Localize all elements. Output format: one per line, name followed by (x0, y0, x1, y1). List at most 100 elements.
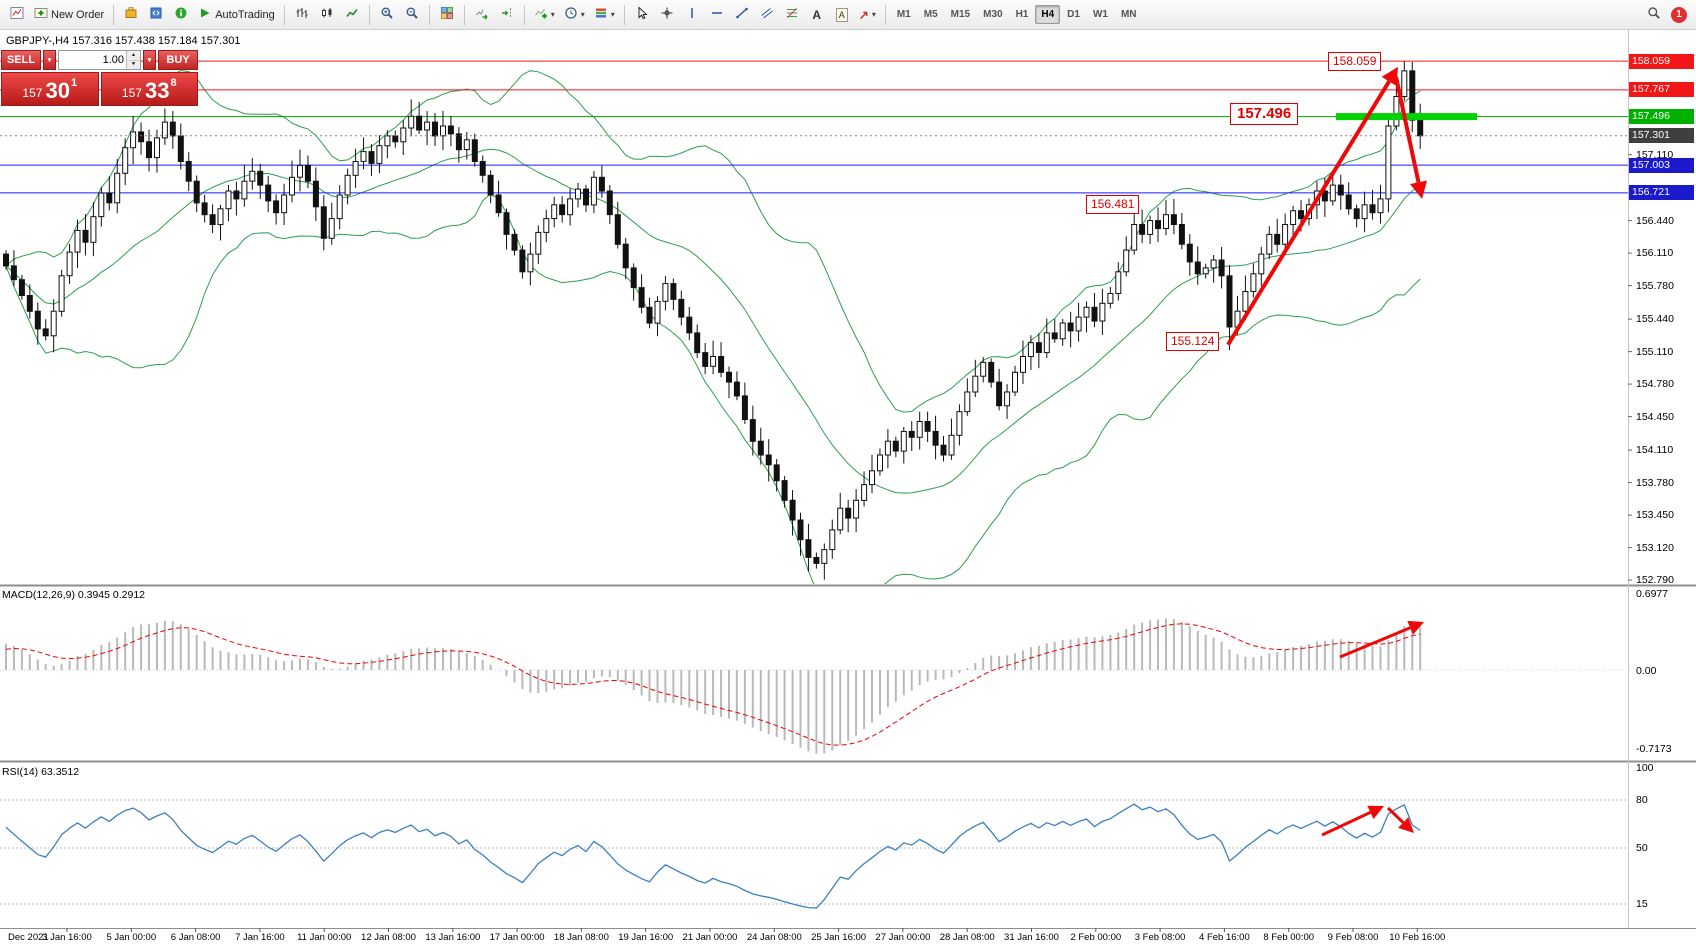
text-button[interactable]: A (805, 3, 829, 27)
bar-chart-icon (295, 6, 309, 23)
volume-input[interactable] (59, 51, 126, 69)
horizontal-line-icon (710, 6, 724, 23)
arrows-caret-icon: ▾ (871, 9, 876, 19)
vertical-line-icon (685, 6, 699, 23)
sell-options-caret[interactable]: ▾ (43, 50, 56, 70)
volume-decrease-button[interactable]: ▼ (127, 60, 140, 69)
time-axis-label: 11 Jan 00:00 (297, 932, 352, 943)
time-axis-label: 27 Jan 00:00 (875, 932, 931, 943)
timeframe-d1[interactable]: D1 (1061, 5, 1086, 24)
sell-button[interactable]: SELL (1, 50, 41, 70)
channel-button[interactable] (755, 3, 779, 27)
candles (3, 61, 1424, 580)
text-icon: A (812, 7, 822, 22)
timeframe-m30[interactable]: M30 (977, 5, 1008, 24)
macd-plot (0, 618, 1628, 754)
timeframe-mn[interactable]: MN (1115, 5, 1143, 24)
line-chart-icon (345, 6, 359, 23)
buy-button[interactable]: BUY (158, 50, 198, 70)
buy-price-sup: 8 (170, 77, 177, 89)
fibonacci-button[interactable] (780, 3, 804, 27)
time-axis-label: 18 Jan 08:00 (553, 932, 609, 943)
chart-shift-icon (500, 6, 514, 23)
cursor-button[interactable] (630, 3, 654, 27)
indicators-icon (534, 6, 548, 23)
price-scale-marker: 158.059 (1629, 53, 1694, 69)
timeframe-h1[interactable]: H1 (1010, 5, 1035, 24)
price-scale-tick: 155.780 (1636, 279, 1674, 292)
rsi-label: RSI(14) 63.3512 (2, 766, 80, 778)
sell-price-quote[interactable]: 157 30 1 (1, 72, 99, 106)
time-axis-label: 12 Jan 08:00 (361, 932, 416, 943)
cursor-icon (635, 6, 649, 23)
chart-ohlc-title: GBPJPY-,H4 157.316 157.438 157.184 157.3… (6, 35, 241, 47)
metaeditor-button[interactable] (144, 3, 168, 27)
rsi-scale-tick: 100 (1636, 762, 1654, 774)
search-button[interactable] (1642, 3, 1666, 27)
price-scale-tick: 155.110 (1636, 345, 1674, 358)
crosshair-icon (660, 6, 674, 23)
autotrading-button[interactable]: AutoTrading (194, 3, 279, 27)
horizontal-line-button[interactable] (705, 3, 729, 27)
price-annotation[interactable]: 158.059 (1328, 51, 1382, 71)
rsi-scale-tick: 80 (1636, 794, 1648, 806)
metaeditor-icon (149, 6, 163, 23)
trendline-button[interactable] (730, 3, 754, 27)
auto-scroll-button[interactable] (470, 3, 494, 27)
zoom-in-icon (380, 6, 394, 23)
zoom-out-button[interactable] (400, 3, 424, 27)
text-label-button[interactable]: A (830, 3, 854, 27)
rsi-plot (0, 799, 1628, 909)
price-annotation[interactable]: 157.496 (1230, 102, 1299, 125)
text-label-icon: A (835, 7, 848, 22)
info-icon (174, 6, 188, 23)
time-axis-label: 5 Jan 00:00 (106, 932, 157, 943)
time-axis-label: 3 Feb 08:00 (1134, 932, 1186, 943)
notification-badge[interactable]: 1 (1671, 6, 1687, 23)
timeframe-group: M1 M5 M15 M30 H1 H4 D1 W1 MN (891, 5, 1143, 24)
one-click-trading-panel: SELL ▾ ▲ ▼ ▾ BUY 157 30 1 157 33 8 (1, 50, 198, 106)
time-axis-label: 17 Jan 00:00 (489, 932, 545, 943)
chart-shift-button[interactable] (495, 3, 519, 27)
templates-button[interactable]: ▾ (590, 3, 619, 27)
timeframe-m5[interactable]: M5 (918, 5, 944, 24)
buy-options-caret[interactable]: ▾ (143, 50, 156, 70)
volume-spinner: ▲ ▼ (126, 51, 140, 69)
timeframe-w1[interactable]: W1 (1087, 5, 1114, 24)
arrows-button[interactable]: ↗ ▾ (855, 3, 880, 27)
price-scale-tick: 154.110 (1636, 444, 1674, 457)
time-axis-label: 7 Jan 16:00 (235, 932, 285, 943)
buy-price-quote[interactable]: 157 33 8 (100, 72, 198, 106)
toolbar-separator (368, 4, 370, 25)
candlestick-chart-button[interactable] (315, 3, 339, 27)
tile-windows-icon (440, 6, 454, 23)
indicators-caret-icon: ▾ (550, 9, 555, 19)
toolbox-icon (124, 6, 138, 23)
info-button[interactable] (169, 3, 193, 27)
timeframe-m15[interactable]: M15 (945, 5, 976, 24)
line-chart-button[interactable] (340, 3, 364, 27)
periods-button[interactable]: ▾ (560, 3, 589, 27)
volume-increase-button[interactable]: ▲ (127, 51, 140, 61)
zoom-in-button[interactable] (375, 3, 399, 27)
bar-chart-button[interactable] (290, 3, 314, 27)
price-scale-tick: 153.780 (1636, 476, 1674, 489)
price-annotation[interactable]: 155.124 (1166, 331, 1220, 351)
new-order-button[interactable]: New Order (30, 3, 108, 27)
toolbar: New Order AutoTrading (0, 0, 1696, 30)
tile-windows-button[interactable] (435, 3, 459, 27)
arrows-icon: ↗ (858, 7, 869, 22)
crosshair-button[interactable] (655, 3, 679, 27)
timeframe-m1[interactable]: M1 (891, 5, 917, 24)
sell-price-prefix: 157 (22, 86, 43, 100)
vertical-line-button[interactable] (680, 3, 704, 27)
timeframe-h4[interactable]: H4 (1035, 5, 1061, 24)
new-chart-button[interactable] (5, 3, 29, 27)
toolbox-button[interactable] (119, 3, 143, 27)
price-annotation[interactable]: 156.481 (1086, 195, 1140, 215)
indicators-button[interactable]: ▾ (530, 3, 559, 27)
price-scale-tick: 157.110 (1636, 148, 1674, 161)
rsi-scale-tick: 50 (1636, 842, 1648, 854)
